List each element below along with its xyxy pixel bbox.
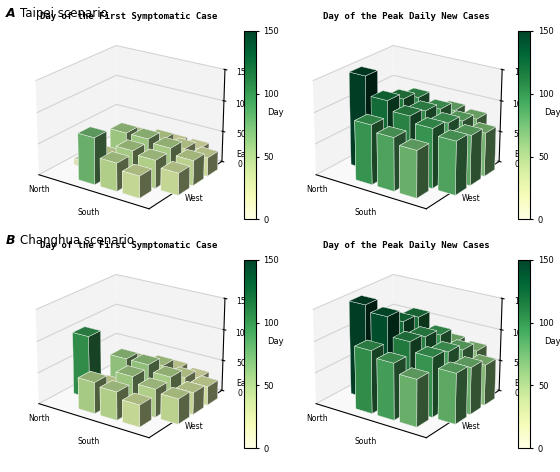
Text: B: B [6,234,15,247]
Title: Day of the Peak Daily New Cases: Day of the Peak Daily New Cases [323,12,489,21]
Title: Day of the Peak Daily New Cases: Day of the Peak Daily New Cases [323,241,489,250]
Text: Taipei scenario: Taipei scenario [20,7,108,20]
Text: Changhua scenario: Changhua scenario [20,234,134,247]
Text: A: A [6,7,15,20]
Title: Day of the First Symptomatic Case: Day of the First Symptomatic Case [40,241,217,250]
Title: Day of the First Symptomatic Case: Day of the First Symptomatic Case [40,12,217,21]
